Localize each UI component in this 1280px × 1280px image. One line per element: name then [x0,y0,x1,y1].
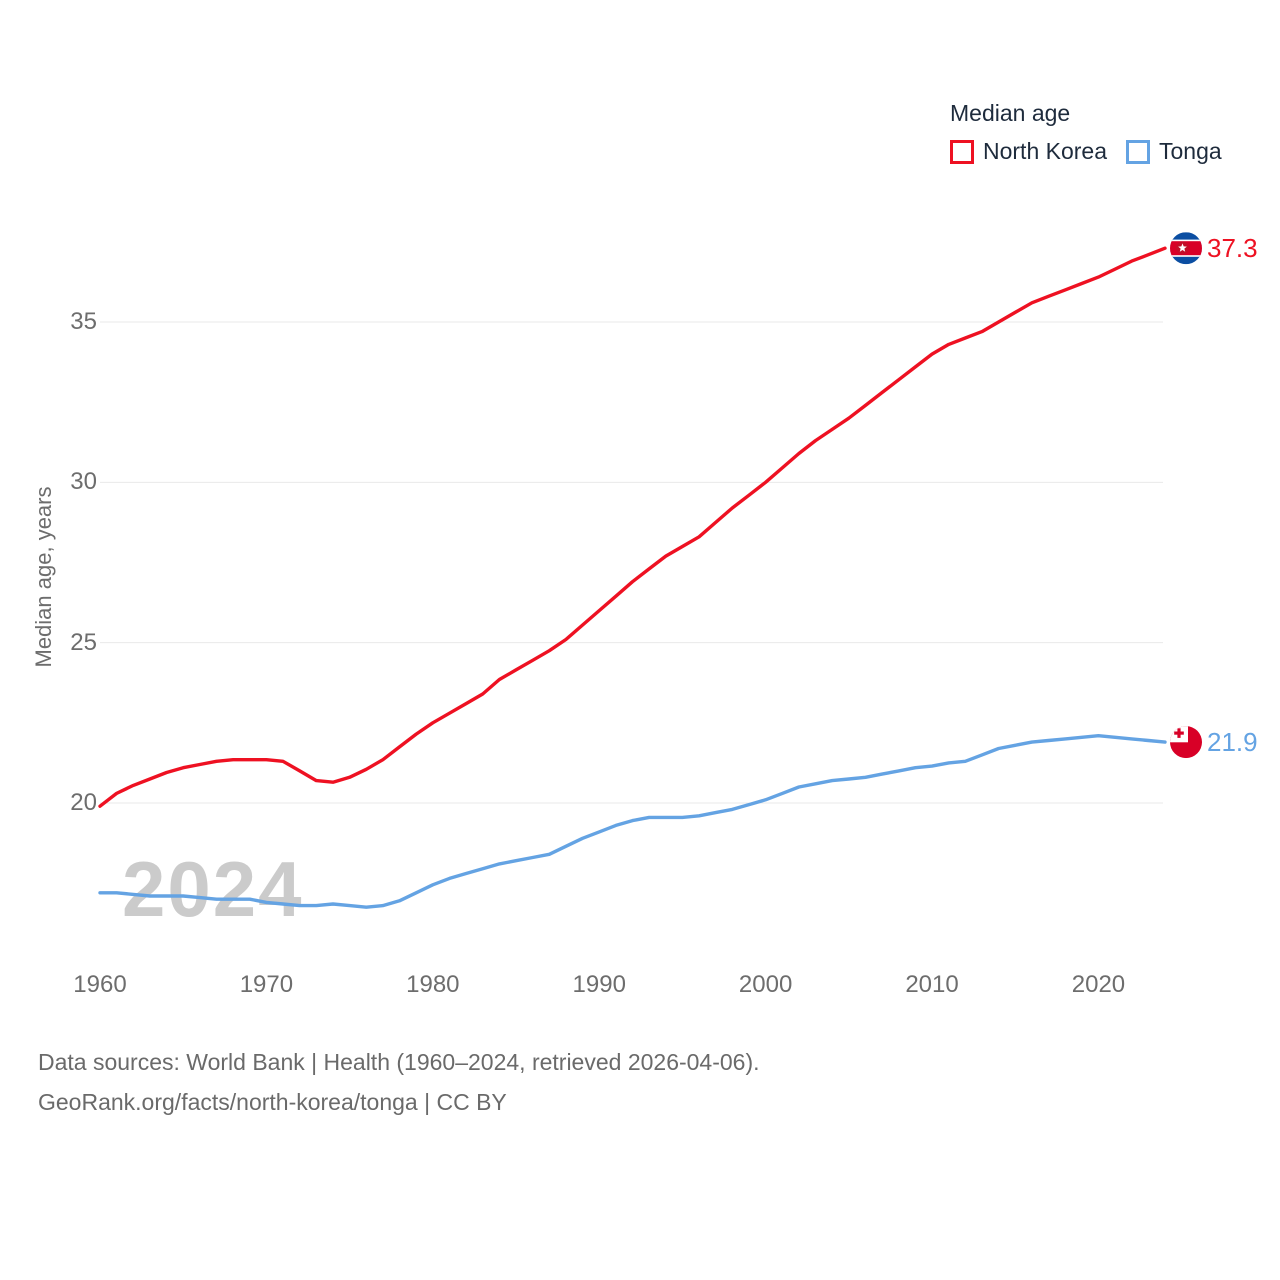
watermark-year: 2024 [122,845,304,933]
legend-title: Median age [950,100,1071,126]
gridlines [100,321,1163,804]
legend-item-north-korea[interactable]: North Korea [950,138,1107,165]
footer: Data sources: World Bank | Health (1960–… [38,1042,760,1122]
legend: Median age North Korea Tonga [950,100,1222,165]
x-tick-label: 1960 [73,971,127,998]
x-tick-label: 2020 [1071,971,1126,998]
series-lines [98,246,1167,909]
series-line-tonga [98,734,1167,909]
tonga-swatch-icon [1126,139,1151,164]
y-tick-label: 35 [70,308,97,335]
footer-sources-line: Data sources: World Bank | Health (1960–… [38,1049,760,1075]
series-line-north-korea [98,246,1167,808]
legend-item-tonga[interactable]: Tonga [1126,138,1222,165]
x-tick-label: 2000 [738,971,793,998]
legend-items: North Korea Tonga [950,138,1222,165]
north-korea-flag-icon [1170,232,1202,265]
north-korea-swatch-icon [950,139,974,164]
tonga-flag-icon [1170,726,1202,759]
y-tick-label: 30 [70,468,97,496]
end-value-north-korea: 37.3 [1207,233,1258,264]
footer-attribution-line: GeoRank.org/facts/north-korea/tonga | CC… [38,1089,507,1115]
y-tick-label: 20 [70,789,97,816]
legend-item-label: Tonga [1159,138,1222,164]
end-value-tonga: 21.9 [1207,727,1258,758]
x-tick-label: 1970 [239,971,294,998]
y-tick-label: 25 [70,628,97,656]
legend-item-label: North Korea [983,138,1108,164]
x-tick-label: 1980 [406,971,460,998]
x-tick-label: 2010 [905,971,959,998]
x-tick-label: 1990 [572,971,626,998]
